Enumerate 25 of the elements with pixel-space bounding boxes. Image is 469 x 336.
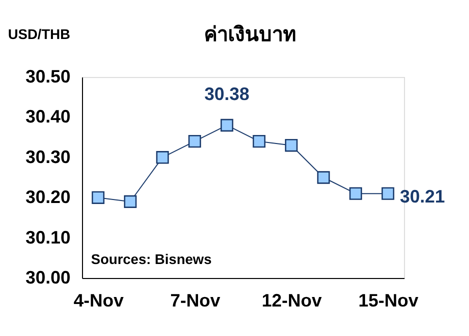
x-tick-label: 12-Nov [262,290,322,310]
x-tick-label: 7-Nov [170,290,220,310]
point [349,187,362,200]
point [124,195,137,208]
y-axis-title: USD/THB [8,26,70,42]
data-label: 30.38 [204,84,250,104]
point [156,151,169,164]
chart-title: ค่าเงินบาท [204,24,296,46]
y-tick-label: 30.20 [25,187,70,208]
point [188,134,202,148]
point [92,191,104,204]
data-label: 30.21 [400,186,445,207]
point [252,134,266,148]
point [382,187,394,200]
point [317,171,330,184]
annotation: Sources: Bisnews [91,251,212,267]
point [284,138,298,152]
y-tick-label: 30.00 [25,268,70,288]
y-tick-label: 30.30 [25,146,70,167]
y-tick-label: 30.50 [25,66,70,86]
x-tick-label: 4-Nov [74,290,124,310]
x-tick-label: 15-Nov [358,290,418,310]
y-tick-label: 30.40 [25,106,70,127]
y-tick-label: 30.10 [25,227,70,248]
point [220,118,234,132]
